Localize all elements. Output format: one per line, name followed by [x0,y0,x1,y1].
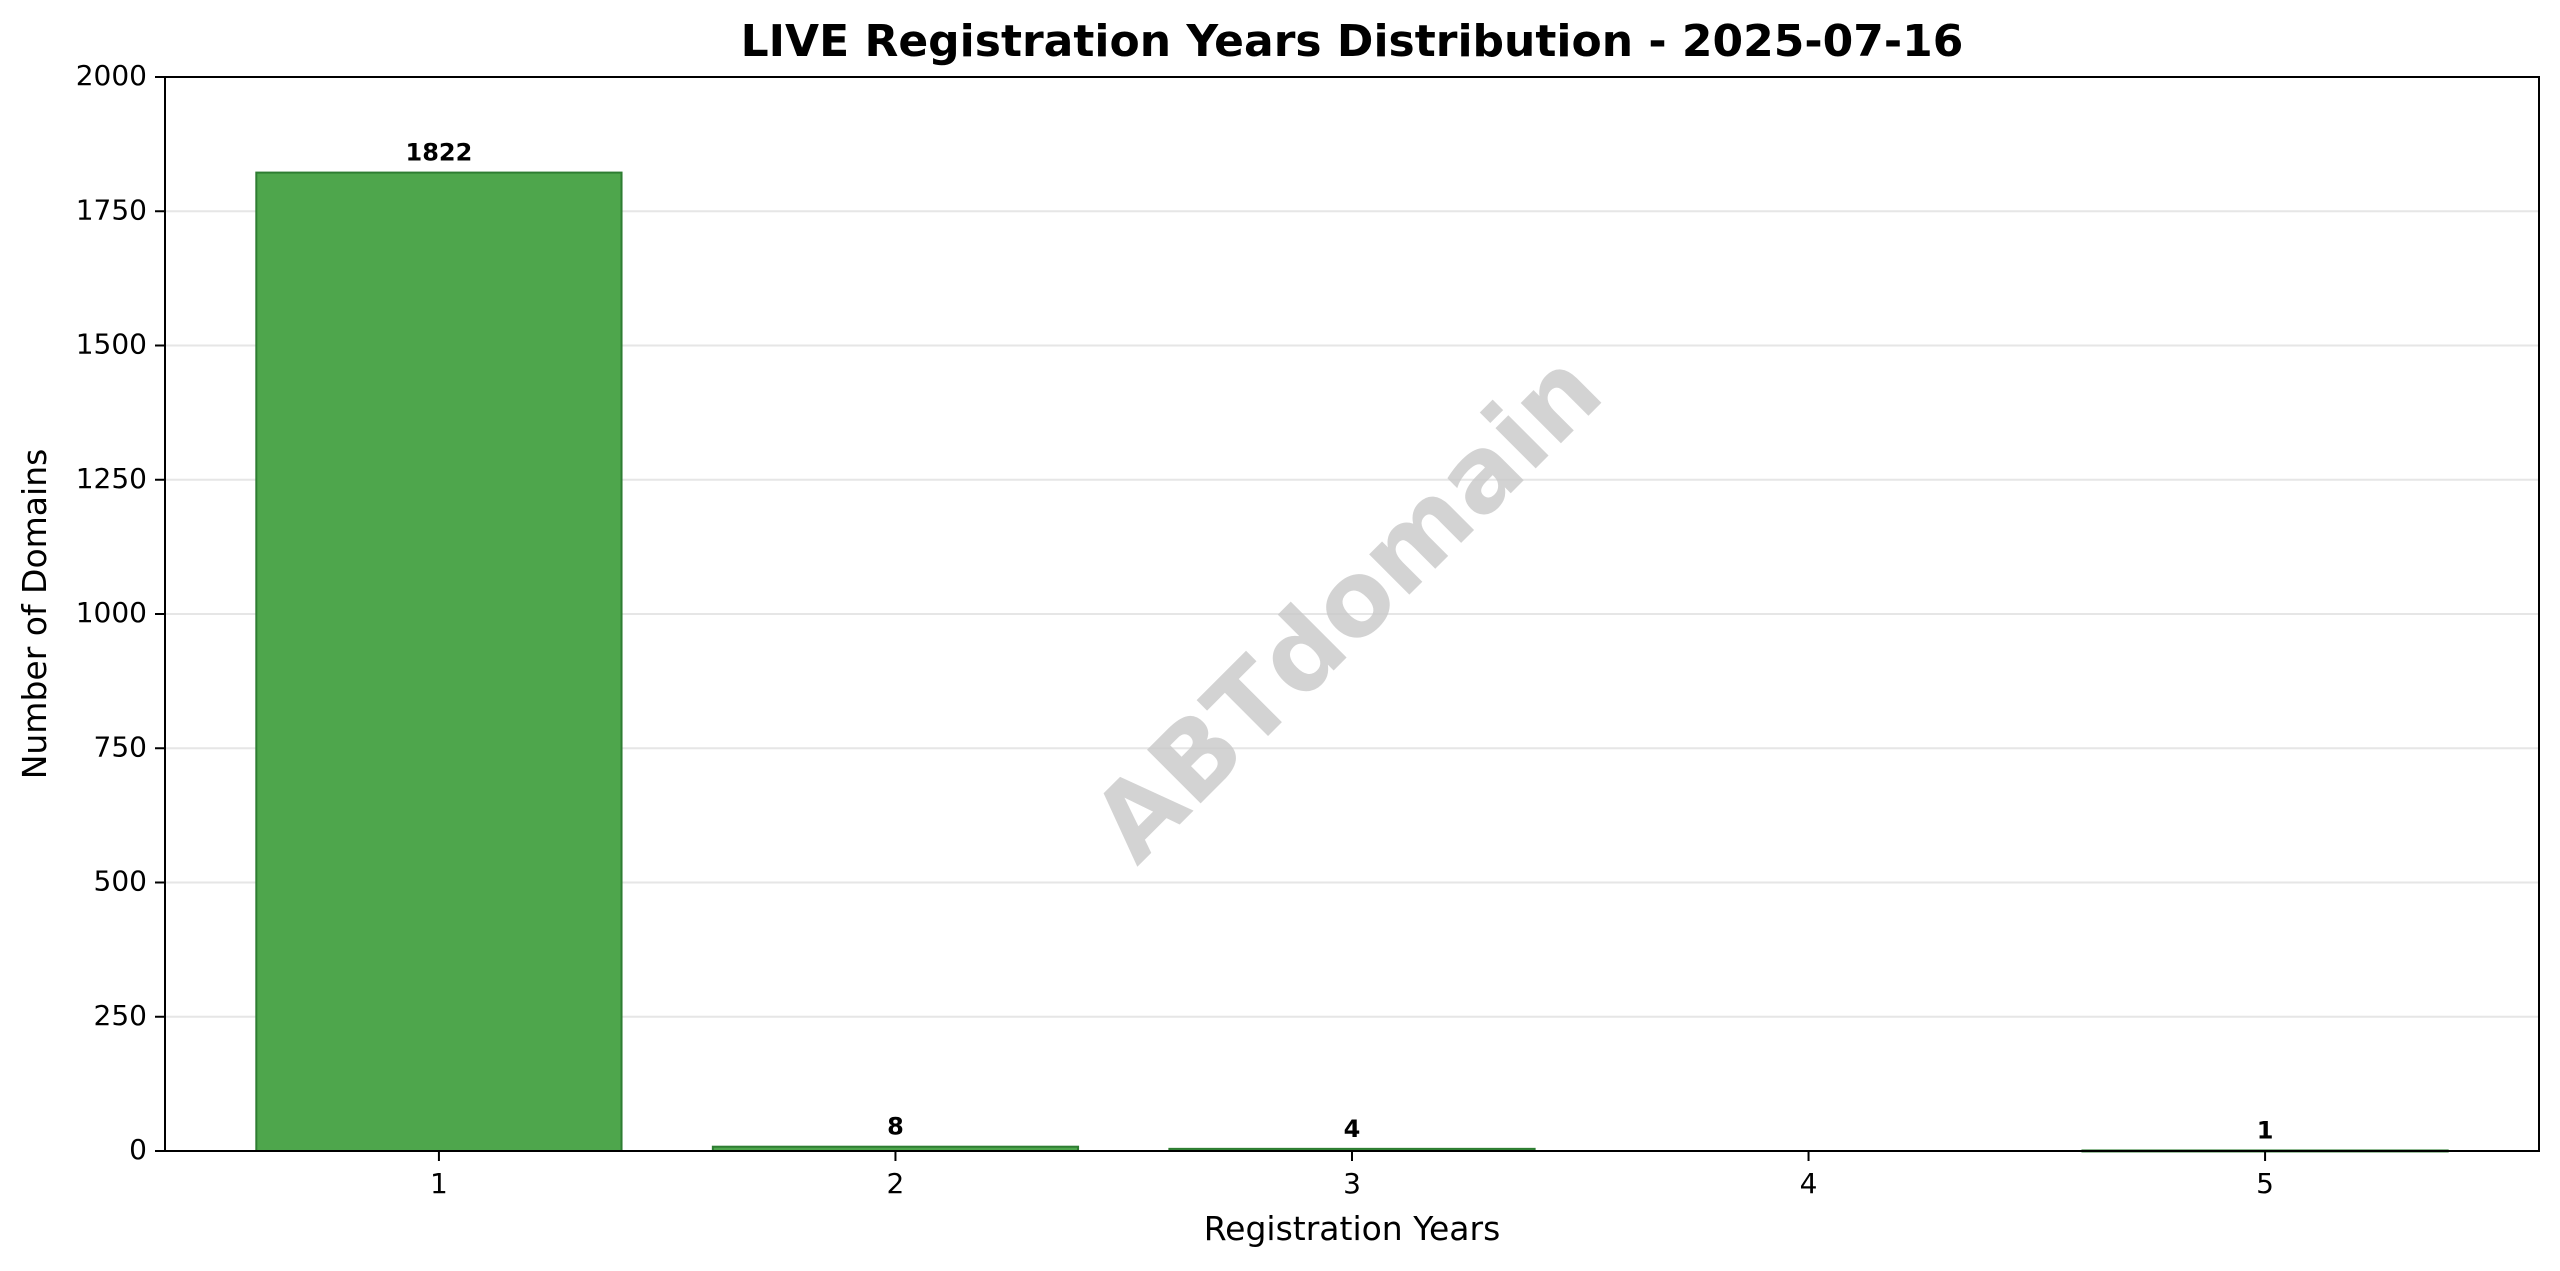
y-axis-label: Number of Domains [15,449,54,780]
y-tick-label: 500 [94,865,147,898]
y-tick-label: 1000 [76,596,147,629]
y-tick-label: 750 [94,730,147,763]
x-axis-ticks: 1 2 3 4 5 [430,1151,2274,1200]
chart-title: LIVE Registration Years Distribution - 2… [741,16,1964,67]
bar [255,171,623,1152]
bars [255,171,2449,1153]
x-tick-label: 2 [887,1167,905,1200]
y-tick-label: 250 [94,999,147,1032]
bar-value-label: 4 [1344,1115,1361,1143]
y-axis-ticks: 0 250 500 750 1000 1250 1500 1750 2000 [76,59,165,1166]
x-tick-label: 4 [1800,1167,1818,1200]
bar-labels: 1822 8 4 1 [406,139,2274,1145]
x-axis-label: Registration Years [1204,1209,1501,1248]
y-tick-label: 1500 [76,328,147,361]
y-tick-label: 0 [129,1133,147,1166]
bar-value-label: 1822 [406,139,473,167]
y-tick-label: 2000 [76,59,147,92]
y-tick-label: 1250 [76,462,147,495]
x-tick-label: 5 [2256,1167,2274,1200]
bar-value-label: 1 [2257,1116,2274,1144]
bar-value-label: 8 [887,1113,904,1141]
y-tick-label: 1750 [76,193,147,226]
x-tick-label: 3 [1343,1167,1361,1200]
x-tick-label: 1 [430,1167,448,1200]
